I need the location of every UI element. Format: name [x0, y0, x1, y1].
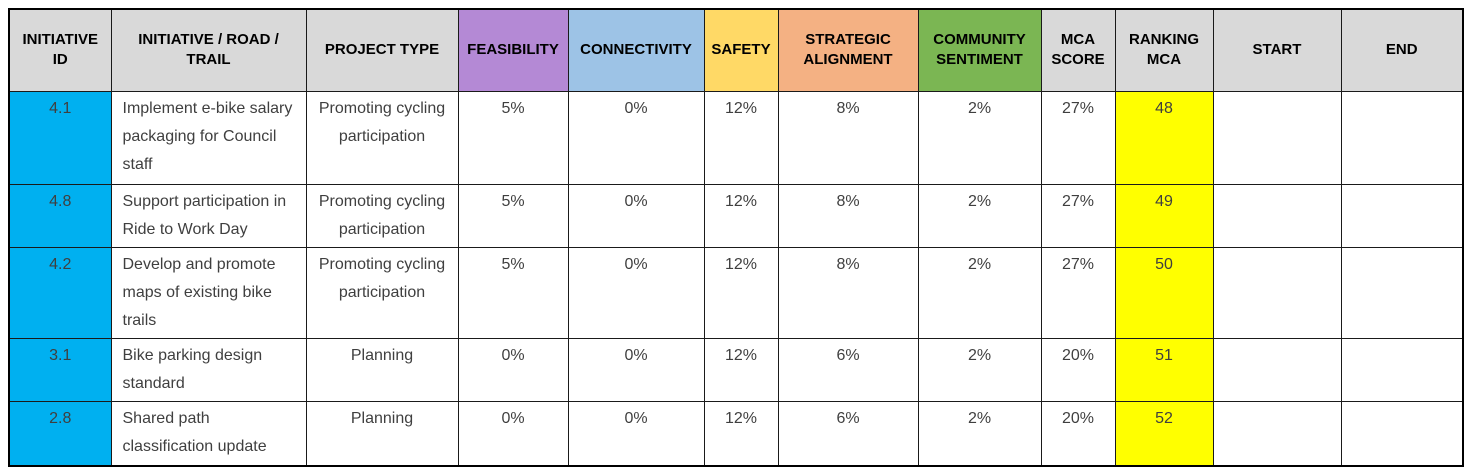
- cell-community-sentiment[interactable]: 2%: [917, 90, 1042, 185]
- cell-feasibility[interactable]: 5%: [457, 246, 569, 339]
- cell-initiative-name[interactable]: Shared path classification update: [110, 400, 307, 467]
- cell-mca-score[interactable]: 20%: [1040, 400, 1116, 467]
- table-row: 3.1 Bike parking design standard Plannin…: [8, 337, 1464, 402]
- cell-feasibility[interactable]: 5%: [457, 183, 569, 248]
- mca-ranking-table: INITIATIVE ID INITIATIVE / ROAD / TRAIL …: [8, 8, 1464, 467]
- header-row: INITIATIVE ID INITIATIVE / ROAD / TRAIL …: [8, 8, 1464, 92]
- table-row: 4.2 Develop and promote maps of existing…: [8, 246, 1464, 339]
- cell-strategic-alignment[interactable]: 8%: [777, 183, 919, 248]
- cell-project-type[interactable]: Planning: [305, 337, 459, 402]
- column-header-initiative-id[interactable]: INITIATIVE ID: [8, 8, 112, 92]
- cell-initiative-id[interactable]: 2.8: [8, 400, 112, 467]
- cell-mca-score[interactable]: 27%: [1040, 246, 1116, 339]
- cell-connectivity[interactable]: 0%: [567, 90, 705, 185]
- cell-feasibility[interactable]: 0%: [457, 337, 569, 402]
- column-header-ranking-mca[interactable]: RANKING MCA: [1114, 8, 1214, 92]
- cell-strategic-alignment[interactable]: 8%: [777, 90, 919, 185]
- column-header-mca-score[interactable]: MCA SCORE: [1040, 8, 1116, 92]
- cell-mca-score[interactable]: 27%: [1040, 90, 1116, 185]
- cell-start[interactable]: [1212, 183, 1342, 248]
- column-header-project-type[interactable]: PROJECT TYPE: [305, 8, 459, 92]
- column-header-strategic-alignment[interactable]: STRATEGIC ALIGNMENT: [777, 8, 919, 92]
- column-header-safety[interactable]: SAFETY: [703, 8, 779, 92]
- cell-start[interactable]: [1212, 246, 1342, 339]
- cell-connectivity[interactable]: 0%: [567, 400, 705, 467]
- table-row: 4.8 Support participation in Ride to Wor…: [8, 183, 1464, 248]
- cell-feasibility[interactable]: 0%: [457, 400, 569, 467]
- cell-connectivity[interactable]: 0%: [567, 246, 705, 339]
- cell-start[interactable]: [1212, 400, 1342, 467]
- column-header-end[interactable]: END: [1340, 8, 1464, 92]
- cell-initiative-name[interactable]: Bike parking design standard: [110, 337, 307, 402]
- cell-strategic-alignment[interactable]: 8%: [777, 246, 919, 339]
- cell-project-type[interactable]: Promoting cycling participation: [305, 183, 459, 248]
- table-row: 2.8 Shared path classification update Pl…: [8, 400, 1464, 467]
- cell-community-sentiment[interactable]: 2%: [917, 246, 1042, 339]
- cell-ranking-mca[interactable]: 51: [1114, 337, 1214, 402]
- cell-community-sentiment[interactable]: 2%: [917, 337, 1042, 402]
- cell-connectivity[interactable]: 0%: [567, 183, 705, 248]
- cell-strategic-alignment[interactable]: 6%: [777, 400, 919, 467]
- cell-project-type[interactable]: Promoting cycling participation: [305, 90, 459, 185]
- cell-ranking-mca[interactable]: 49: [1114, 183, 1214, 248]
- column-header-connectivity[interactable]: CONNECTIVITY: [567, 8, 705, 92]
- column-header-feasibility[interactable]: FEASIBILITY: [457, 8, 569, 92]
- cell-end[interactable]: [1340, 90, 1464, 185]
- cell-initiative-id[interactable]: 4.8: [8, 183, 112, 248]
- cell-community-sentiment[interactable]: 2%: [917, 183, 1042, 248]
- cell-safety[interactable]: 12%: [703, 90, 779, 185]
- cell-start[interactable]: [1212, 337, 1342, 402]
- cell-feasibility[interactable]: 5%: [457, 90, 569, 185]
- cell-start[interactable]: [1212, 90, 1342, 185]
- column-header-initiative-road-trail[interactable]: INITIATIVE / ROAD / TRAIL: [110, 8, 307, 92]
- cell-strategic-alignment[interactable]: 6%: [777, 337, 919, 402]
- cell-mca-score[interactable]: 27%: [1040, 183, 1116, 248]
- cell-end[interactable]: [1340, 246, 1464, 339]
- cell-connectivity[interactable]: 0%: [567, 337, 705, 402]
- cell-safety[interactable]: 12%: [703, 400, 779, 467]
- cell-safety[interactable]: 12%: [703, 246, 779, 339]
- cell-end[interactable]: [1340, 183, 1464, 248]
- column-header-start[interactable]: START: [1212, 8, 1342, 92]
- cell-project-type[interactable]: Promoting cycling participation: [305, 246, 459, 339]
- cell-mca-score[interactable]: 20%: [1040, 337, 1116, 402]
- cell-initiative-name[interactable]: Develop and promote maps of existing bik…: [110, 246, 307, 339]
- cell-initiative-name[interactable]: Implement e-bike salary packaging for Co…: [110, 90, 307, 185]
- cell-initiative-id[interactable]: 3.1: [8, 337, 112, 402]
- table-row: 4.1 Implement e-bike salary packaging fo…: [8, 90, 1464, 185]
- cell-safety[interactable]: 12%: [703, 337, 779, 402]
- cell-project-type[interactable]: Planning: [305, 400, 459, 467]
- cell-community-sentiment[interactable]: 2%: [917, 400, 1042, 467]
- cell-end[interactable]: [1340, 400, 1464, 467]
- cell-ranking-mca[interactable]: 48: [1114, 90, 1214, 185]
- cell-safety[interactable]: 12%: [703, 183, 779, 248]
- cell-end[interactable]: [1340, 337, 1464, 402]
- cell-initiative-id[interactable]: 4.1: [8, 90, 112, 185]
- cell-initiative-id[interactable]: 4.2: [8, 246, 112, 339]
- cell-ranking-mca[interactable]: 50: [1114, 246, 1214, 339]
- column-header-community-sentiment[interactable]: COMMUNITY SENTIMENT: [917, 8, 1042, 92]
- cell-ranking-mca[interactable]: 52: [1114, 400, 1214, 467]
- cell-initiative-name[interactable]: Support participation in Ride to Work Da…: [110, 183, 307, 248]
